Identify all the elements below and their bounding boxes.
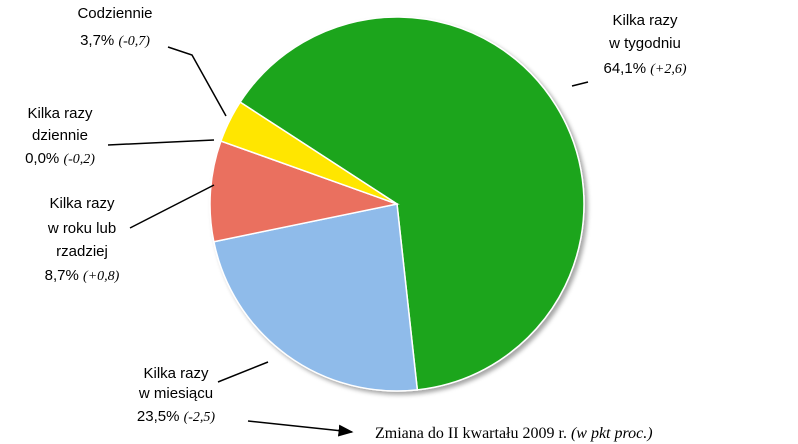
slice-value: 8,7% (+0,8) xyxy=(45,267,120,284)
value-label: 3,7% xyxy=(80,32,114,49)
slice xyxy=(212,203,419,392)
value-label: 23,5% xyxy=(137,408,180,425)
leader-line xyxy=(107,139,215,146)
slice-label: w miesiącu xyxy=(138,385,213,402)
change-label: (-0,2) xyxy=(63,152,95,167)
slice-label: rzadziej xyxy=(56,243,108,260)
slice-value: 23,5% (-2,5) xyxy=(137,408,216,425)
slice-label: Kilka razy xyxy=(612,12,678,29)
leader-line xyxy=(571,81,589,87)
change-label: (-0,7) xyxy=(118,34,150,49)
change-label: (-2,5) xyxy=(184,410,216,425)
change-label: (+0,8) xyxy=(83,269,120,284)
slice-label: Kilka razy xyxy=(27,105,93,122)
change-label: (+2,6) xyxy=(650,62,687,77)
note-arrow xyxy=(247,420,354,437)
note-text: Zmiana do II kwartału 2009 r. xyxy=(375,425,567,442)
value-label: 0,0% xyxy=(25,150,59,167)
slice-value: 0,0% (-0,2) xyxy=(25,150,95,167)
value-label: 8,7% xyxy=(45,267,79,284)
note-unit: (w pkt proc.) xyxy=(571,425,653,442)
leader-line xyxy=(129,184,215,229)
slice-label: Kilka razy xyxy=(49,195,115,212)
slice-label: Kilka razy xyxy=(143,365,209,382)
slice-label: Codziennie xyxy=(77,5,152,22)
slice-label: dziennie xyxy=(32,127,88,144)
slice xyxy=(239,16,585,391)
slice-value: 3,7% (-0,7) xyxy=(80,32,150,49)
leader-line xyxy=(217,361,269,383)
leader-line xyxy=(167,46,227,117)
pie xyxy=(209,16,585,392)
slice xyxy=(219,101,398,205)
value-label: 64,1% xyxy=(604,60,647,77)
slice xyxy=(209,140,400,243)
slice-label: w roku lub xyxy=(47,220,116,237)
note: Zmiana do II kwartału 2009 r. (w pkt pro… xyxy=(375,425,653,442)
slice-label: w tygodniu xyxy=(608,35,681,52)
slice-value: 64,1% (+2,6) xyxy=(604,60,687,77)
